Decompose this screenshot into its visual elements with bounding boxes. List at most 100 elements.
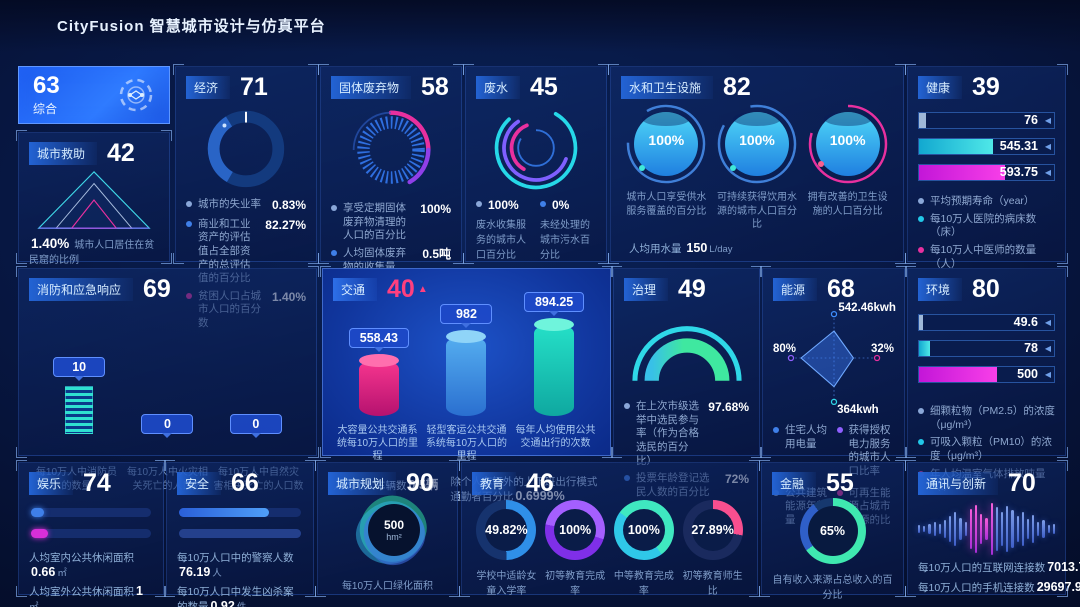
donut-label: 学校中适龄女童入学率 — [476, 571, 537, 597]
legend-dot — [773, 427, 779, 433]
water-gauge: 100% 拥有改善的卫生设施的人口百分比 — [804, 102, 892, 232]
panel-title: 娱乐 — [29, 472, 74, 495]
metric-label: 轻型客运公共交通系统每10万人口的里程 — [425, 425, 508, 462]
panel-energy[interactable]: 能源 68 542.46kwh 32% 364kwh 80% 住宅人均用电量 获… — [760, 266, 907, 539]
indoor-recreation-bar — [31, 508, 151, 517]
bar-value: 593.75 — [999, 165, 1038, 179]
stat-label: 每10万人口的手机连接数 — [918, 582, 1035, 594]
bar-physicians: 593.75 ◀ — [918, 164, 1055, 181]
metric-label: 废水收集服务的城市人口百分比 — [476, 219, 526, 261]
panel-score: 55 — [826, 469, 854, 497]
panel-education[interactable]: 教育 46 49.82% 学校中适龄女童入学率 100% 初等教育完成率 100… — [459, 460, 760, 597]
marker-icon: ◀ — [1044, 318, 1051, 327]
finance-donut-chart: 65% — [799, 498, 866, 564]
panel-city-rescue[interactable]: 城市救助 42 1.40% 城市人口居住在贫民窟的比例 — [16, 130, 172, 266]
panel-fire-emergency[interactable]: 消防和应急响应 69 10 0 0 每10万人中消防员的数量 每10万人中火灾相… — [16, 266, 319, 492]
panel-environment[interactable]: 环境 80 49.6 ◀ 78 ◀ 500 ◀ 细颗粒物（PM2.5）的浓度（μg/m… — [905, 266, 1068, 493]
panel-solid-waste[interactable]: 固体废弃物 58 享受定期固体废弃物清理的人口的百分比 100% 人均固体废弃物的… — [318, 64, 464, 304]
bar-value: 500 — [1017, 367, 1038, 381]
panel-finance[interactable]: 金融 55 65% 自有收入来源占总收入的百分比 — [759, 460, 906, 601]
fire-metric-group: 10 — [35, 316, 123, 434]
stat-label: 人均室内公共休闲面积 — [29, 552, 134, 564]
rescue-value: 1.40% — [31, 236, 70, 251]
axis-value-top: 542.46kwh — [838, 302, 896, 314]
value-tag: 982 — [440, 304, 493, 328]
panel-water-sanitation[interactable]: 水和卫生设施 82 100% 城市人口享受供水服务覆盖的百分比 — [608, 64, 906, 264]
donut-label: 初等教育完成率 — [545, 571, 606, 597]
panel-governance[interactable]: 治理 49 在上次市级选举中选民参与率（作为合格选民的百分比）97.68% 投票… — [611, 266, 762, 498]
value-tag: 894.25 — [523, 292, 585, 316]
gauge-label: 城市人口享受供水服务覆盖的百分比 — [626, 192, 707, 217]
panel-health[interactable]: 健康 39 76 ◀ 545.31 ◀ 593.75 ◀ 平均预期寿命（year） 每… — [905, 64, 1068, 270]
panel-title: 通讯与创新 — [918, 472, 999, 495]
outdoor-recreation-bar — [31, 529, 151, 538]
metric-value: 0.83% — [271, 198, 306, 212]
value-tag: 0 — [229, 414, 282, 438]
panel-title: 环境 — [918, 278, 963, 301]
donut-value: 100% — [559, 523, 592, 537]
panel-score: 90 — [406, 469, 434, 497]
gauge-label: 可持续获得饮用水源的城市人口百分比 — [716, 192, 797, 230]
panel-title: 经济 — [186, 76, 231, 99]
stat-label: 人均室外公共休闲面积 — [29, 586, 134, 598]
donut-label: 初等教育师生比 — [682, 571, 743, 597]
composite-score-card[interactable]: 63 综合 — [18, 66, 170, 124]
metric-value: 100% — [420, 202, 451, 216]
legend-dot — [918, 408, 924, 414]
stat-unit: 人 — [212, 568, 222, 579]
panel-score: 82 — [723, 73, 751, 101]
metric-label: 大容量公共交通系统每10万人口的里程 — [336, 425, 419, 462]
liquid-gauge-chart — [717, 104, 797, 184]
panel-transport[interactable]: 交通 40 ▲ 558.43 982 894.25 — [320, 266, 613, 503]
value-tag: 0 — [141, 414, 194, 438]
panel-title: 金融 — [772, 472, 817, 495]
bar-value: 76 — [1024, 113, 1038, 127]
donut-chart: 27.89% — [682, 500, 743, 560]
energy-radar-chart: 542.46kwh 32% 364kwh 80% — [773, 302, 896, 416]
bar-value: 545.31 — [999, 139, 1038, 153]
panel-title: 城市救助 — [29, 142, 98, 165]
marker-icon: ◀ — [1044, 168, 1051, 177]
transit-bar-group: 558.43 — [348, 328, 409, 416]
metric-value: 100% — [488, 198, 519, 212]
water-footnote-label: 人均用水量 — [629, 242, 682, 255]
legend-dot — [918, 246, 924, 253]
metric-value: 0.5吨 — [422, 246, 451, 261]
value-tag: 10 — [53, 357, 106, 381]
panel-score: 58 — [421, 73, 449, 101]
green-area-blob-chart: 500 hm² — [328, 487, 447, 577]
water-gauge: 100% 城市人口享受供水服务覆盖的百分比 — [622, 102, 710, 232]
metric-value: 0% — [552, 198, 570, 212]
panel-title: 固体废弃物 — [331, 76, 412, 99]
donut-value: 49.82% — [485, 523, 528, 537]
panel-wastewater[interactable]: 废水 45 100% 废水收集服务的城市人口百分比 0% 未经处理的城市污水百分比 … — [463, 64, 609, 328]
water-footnote-unit: L/day — [709, 243, 733, 255]
legend-dot — [331, 249, 337, 256]
police-bar — [179, 508, 301, 517]
legend-label: 每10万人医院的病床数（床） — [930, 212, 1037, 239]
panel-score: 42 — [107, 139, 135, 167]
panel-urban-planning[interactable]: 城市规划 90 500 hm² 每10万人口绿化面积 — [315, 460, 460, 597]
education-donut-group: 49.82% 学校中适龄女童入学率 — [473, 500, 539, 597]
panel-score: 45 — [530, 73, 558, 101]
gauge-label: 拥有改善的卫生设施的人口百分比 — [807, 192, 888, 217]
legend-dot — [918, 439, 924, 446]
composite-score: 63 — [33, 71, 60, 99]
panel-title: 水和卫生设施 — [621, 76, 714, 99]
stat-value: 29697.92 — [1036, 580, 1080, 594]
panel-title: 治理 — [624, 278, 669, 301]
transit-bar-group: 894.25 — [523, 292, 585, 416]
panel-score: 74 — [83, 469, 111, 497]
legend-dot — [476, 201, 482, 207]
bar-value: 78 — [1024, 341, 1038, 355]
donut-chart: 100% — [613, 500, 674, 560]
stat-value: 76.19 — [179, 565, 211, 579]
panel-score: 66 — [231, 469, 259, 497]
panel-title: 健康 — [918, 76, 963, 99]
panel-safety[interactable]: 安全 66 每10万人口中的警察人数76.19 人 每10万人口中发生凶杀案的数量… — [164, 460, 316, 607]
stat-unit: 件 — [237, 602, 247, 607]
